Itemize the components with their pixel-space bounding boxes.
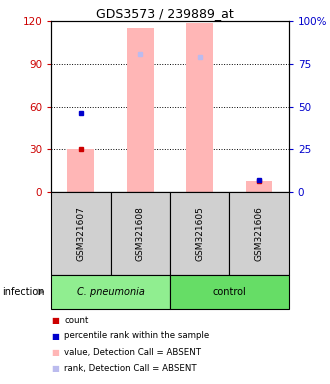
- Bar: [51, 275, 170, 309]
- Text: GSM321607: GSM321607: [76, 206, 85, 261]
- Text: value, Detection Call = ABSENT: value, Detection Call = ABSENT: [64, 348, 201, 357]
- Bar: [186, 23, 213, 192]
- Bar: [127, 28, 154, 192]
- Bar: [170, 192, 229, 275]
- Text: control: control: [213, 287, 246, 297]
- Bar: [246, 180, 272, 192]
- Text: GSM321606: GSM321606: [254, 206, 264, 261]
- Text: C. pneumonia: C. pneumonia: [77, 287, 145, 297]
- Text: ■: ■: [51, 348, 59, 357]
- Text: GDS3573 / 239889_at: GDS3573 / 239889_at: [96, 7, 234, 20]
- Text: count: count: [64, 316, 89, 325]
- Bar: [111, 192, 170, 275]
- Text: GSM321608: GSM321608: [136, 206, 145, 261]
- Text: infection: infection: [2, 287, 44, 297]
- Text: ■: ■: [51, 364, 59, 373]
- Text: ■: ■: [51, 316, 59, 325]
- Bar: [67, 149, 94, 192]
- Text: rank, Detection Call = ABSENT: rank, Detection Call = ABSENT: [64, 364, 197, 373]
- Bar: [51, 192, 111, 275]
- Text: percentile rank within the sample: percentile rank within the sample: [64, 331, 210, 341]
- Text: GSM321605: GSM321605: [195, 206, 204, 261]
- Bar: [170, 275, 289, 309]
- Bar: [229, 192, 289, 275]
- Text: ■: ■: [51, 331, 59, 341]
